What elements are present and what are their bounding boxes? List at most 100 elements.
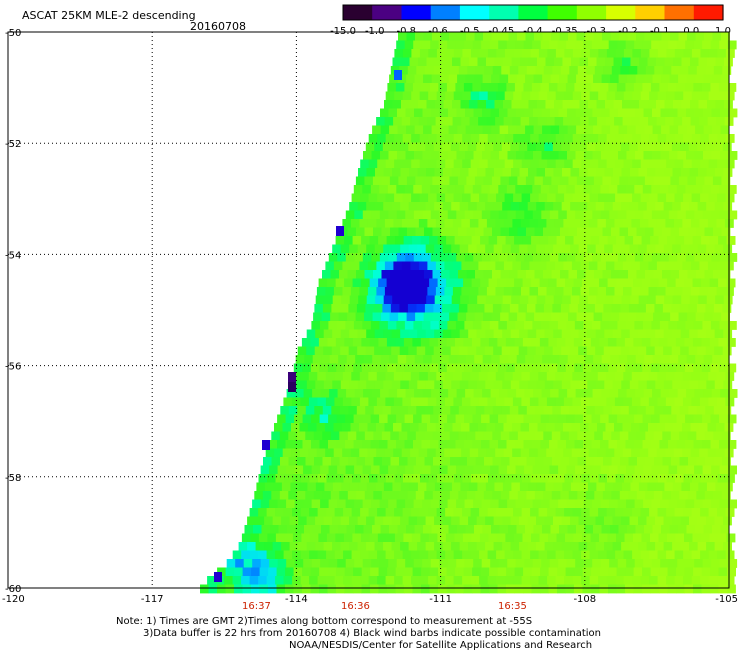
wind-cell — [599, 278, 608, 288]
wind-cell — [614, 261, 624, 271]
wind-cell — [340, 244, 350, 254]
wind-cell — [396, 210, 406, 220]
wind-cell — [433, 346, 443, 356]
wind-cell — [521, 193, 531, 203]
wind-cell — [722, 406, 732, 415]
wind-cell — [613, 482, 623, 492]
wind-cell — [414, 525, 424, 534]
wind-cell — [487, 508, 497, 517]
wind-cell — [454, 474, 463, 483]
wind-cell — [408, 380, 418, 390]
wind-cell — [644, 525, 653, 534]
wind-cell — [663, 244, 673, 254]
wind-cell — [435, 287, 445, 296]
wind-cell — [320, 499, 329, 509]
wind-cell — [573, 533, 583, 543]
wind-cell — [469, 219, 479, 228]
wind-cell — [356, 491, 366, 500]
wind-cell — [525, 312, 535, 322]
wind-cell — [343, 533, 353, 543]
wind-cell — [366, 295, 376, 305]
wind-cell — [631, 448, 641, 458]
wind-cell — [462, 474, 472, 483]
wind-cell — [660, 499, 669, 509]
wind-cell — [647, 482, 657, 492]
wind-cell — [417, 482, 427, 492]
wind-cell — [580, 397, 590, 407]
wind-cell — [691, 397, 701, 407]
wind-cell — [505, 474, 514, 483]
wind-cell — [456, 210, 466, 220]
wind-cell — [666, 193, 675, 203]
wind-cell — [491, 125, 500, 135]
wind-cell — [710, 321, 720, 330]
wind-cell — [601, 108, 610, 118]
wind-cell — [566, 559, 576, 568]
wind-cell — [261, 525, 271, 534]
wind-cell — [382, 304, 392, 313]
wind-cell — [305, 491, 315, 500]
wind-cell — [557, 414, 567, 424]
wind-cell — [258, 550, 267, 560]
wind-cell — [537, 117, 547, 126]
wind-cell — [509, 431, 519, 441]
wind-cell — [226, 559, 236, 568]
wind-cell — [675, 533, 685, 543]
wind-cell — [361, 584, 371, 594]
wind-cell — [581, 134, 591, 143]
wind-cell — [355, 312, 365, 322]
wind-cell — [443, 100, 453, 109]
wind-cell — [623, 49, 633, 58]
wind-cell — [508, 32, 518, 41]
wind-cell — [363, 151, 372, 160]
wind-cell — [383, 168, 393, 177]
wind-cell — [554, 219, 564, 228]
wind-cell — [378, 363, 388, 373]
wind-cell — [337, 559, 347, 568]
wind-cell — [600, 499, 610, 509]
wind-cell — [345, 465, 355, 475]
wind-cell — [576, 176, 586, 186]
wind-cell — [508, 355, 518, 364]
wind-cell — [533, 74, 543, 84]
wind-cell — [401, 261, 411, 271]
wind-cell — [715, 295, 725, 305]
wind-cell — [285, 414, 295, 424]
wind-cell — [604, 329, 614, 339]
wind-cell — [541, 253, 551, 262]
wind-cell — [547, 193, 556, 203]
wind-cell — [393, 372, 403, 381]
wind-cell — [568, 270, 578, 279]
wind-cell — [575, 389, 585, 398]
wind-cell — [457, 355, 467, 364]
longitude-label: -108 — [573, 594, 596, 605]
wind-cell — [463, 567, 473, 577]
wind-cell — [473, 559, 483, 568]
wind-cell — [252, 499, 261, 509]
wind-cell — [616, 567, 626, 577]
wind-cell — [414, 74, 424, 84]
wind-cell — [719, 440, 728, 449]
wind-cell — [481, 40, 491, 50]
wind-cell — [626, 499, 635, 509]
wind-cell — [634, 465, 644, 475]
wind-cell — [689, 482, 699, 492]
wind-cell — [483, 176, 493, 186]
wind-cell — [717, 508, 726, 517]
wind-cell — [587, 168, 597, 177]
wind-cell — [395, 338, 405, 347]
wind-cell — [707, 423, 717, 432]
wind-cell — [591, 40, 601, 50]
wind-cell — [697, 346, 707, 356]
wind-cell — [325, 372, 335, 381]
wind-cell — [530, 159, 540, 169]
wind-cell — [582, 83, 592, 92]
wind-cell — [499, 108, 508, 118]
wind-cell — [474, 525, 483, 534]
wind-cell — [458, 406, 468, 415]
wind-cell — [379, 321, 389, 330]
wind-cell — [339, 491, 349, 500]
wind-cell — [267, 474, 276, 483]
wind-cell — [446, 567, 456, 577]
wind-cell — [570, 380, 580, 390]
